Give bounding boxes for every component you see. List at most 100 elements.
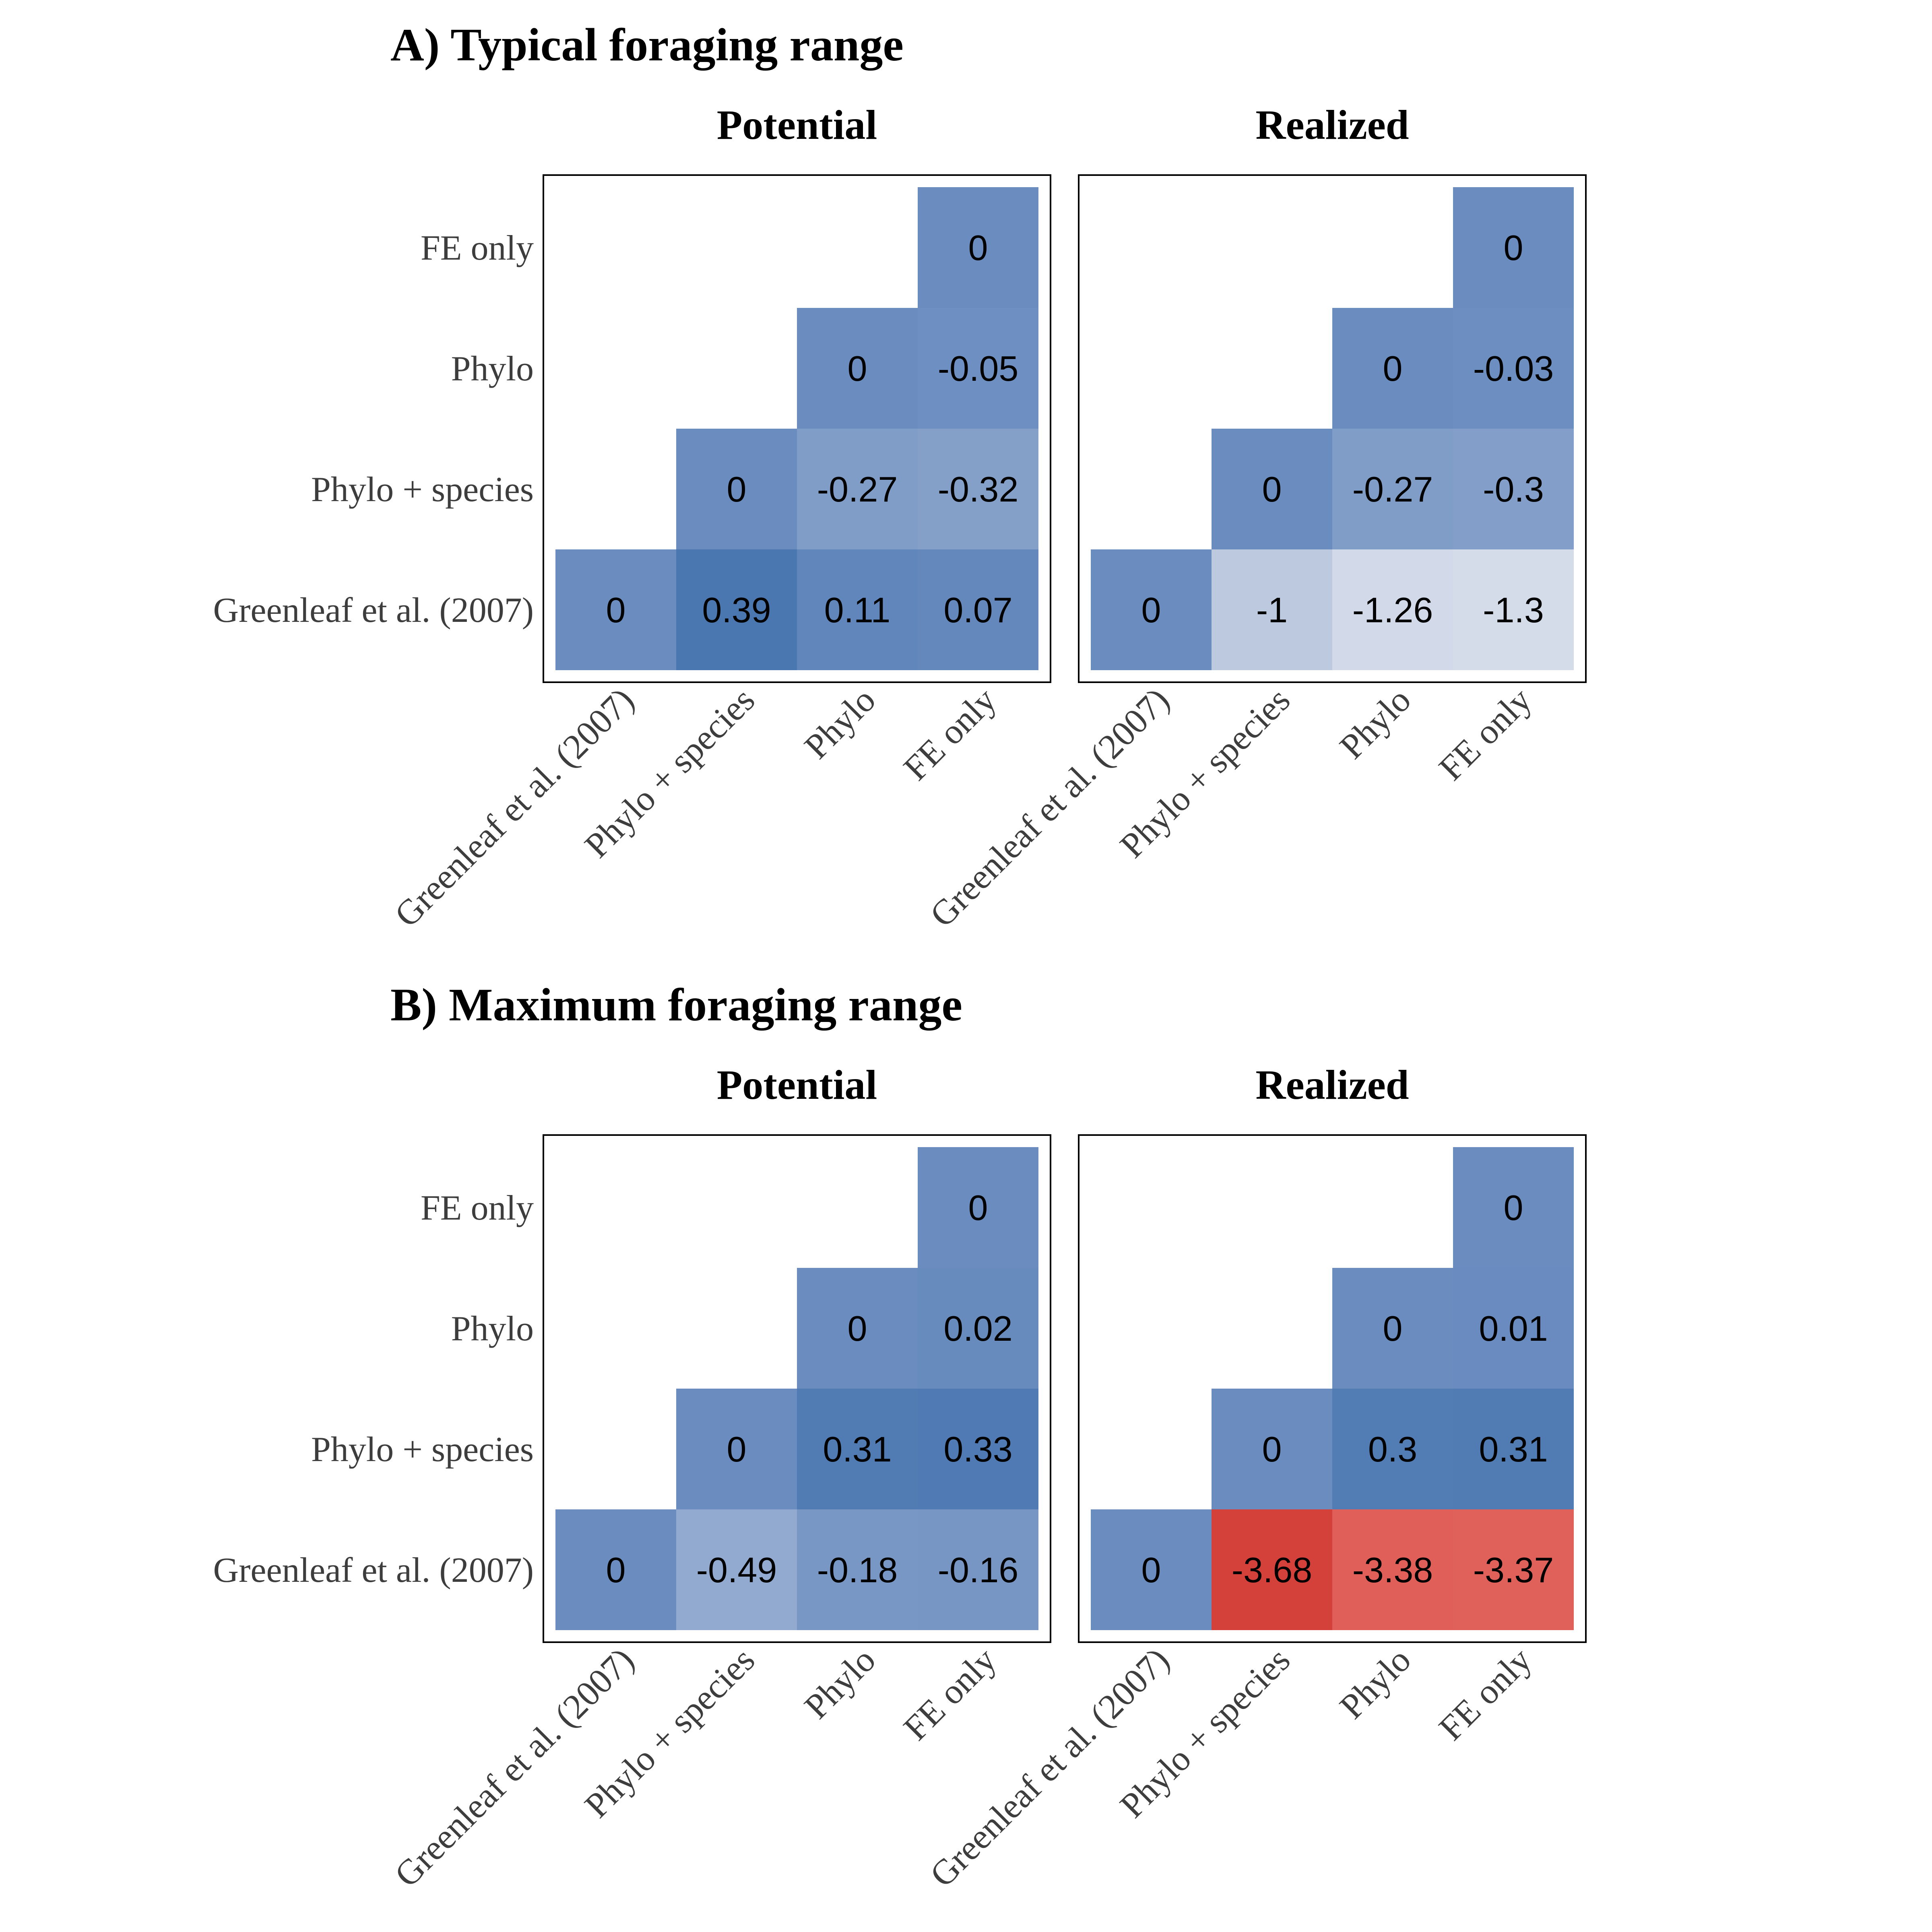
cell-value-label: 0	[1262, 469, 1282, 509]
panel-frame	[1078, 174, 1587, 683]
y-tick-label: Phylo + species	[311, 470, 534, 509]
heatmap-cell	[1091, 1509, 1212, 1630]
cell-value-label: 0.3	[1368, 1429, 1417, 1469]
x-tick-label: Phylo	[797, 681, 883, 767]
cell-value-label: -3.68	[1232, 1550, 1313, 1590]
heatmap-cell	[555, 549, 676, 670]
heatmap-cell	[918, 1389, 1038, 1509]
panel-frame	[1078, 1134, 1587, 1643]
cell-value-label: 0.33	[943, 1429, 1012, 1469]
y-tick-label: FE only	[421, 1189, 534, 1228]
y-tick-label: Phylo + species	[311, 1430, 534, 1469]
heatmap-cell	[797, 1509, 918, 1630]
panel-frame	[543, 1134, 1051, 1643]
heatmap-cell	[1453, 1509, 1574, 1630]
cell-value-label: 0	[1383, 1309, 1403, 1348]
cell-value-label: 0	[1141, 590, 1161, 630]
section-maximum: B) Maximum foraging range Potential 0 -0.49…	[213, 979, 1587, 1895]
x-tick-label: FE only	[1432, 681, 1539, 788]
x-tick-label: FE only	[896, 681, 1004, 788]
cell-value-label: -1.3	[1483, 590, 1544, 630]
heatmap-cell	[1332, 1268, 1453, 1389]
panel-title: Potential	[717, 102, 877, 148]
heatmap-cell	[918, 429, 1038, 549]
heatmap-cell	[1453, 1268, 1574, 1389]
heatmap-cell	[1453, 187, 1574, 308]
section-title: B) Maximum foraging range	[390, 979, 962, 1031]
heatmap-cell	[1332, 429, 1453, 549]
heatmap-cell	[1212, 1509, 1332, 1630]
cell-value-label: 0	[1262, 1429, 1282, 1469]
cell-value-label: 0	[606, 590, 626, 630]
heatmap-cell	[797, 308, 918, 429]
cell-value-label: 0	[1141, 1550, 1161, 1590]
cell-value-label: 0	[727, 1429, 747, 1469]
panel-title: Realized	[1255, 102, 1409, 148]
cell-value-label: 0	[968, 228, 988, 268]
cell-value-label: 0	[848, 1309, 867, 1348]
panel-frame	[543, 174, 1051, 683]
cell-value-label: -0.3	[1483, 469, 1544, 509]
y-tick-label: Phylo	[451, 1309, 534, 1348]
y-tick-label: Greenleaf et al. (2007)	[213, 591, 534, 630]
heatmap-cell	[676, 549, 797, 670]
cell-value-label: -3.38	[1352, 1550, 1433, 1590]
heatmap-cell	[676, 429, 797, 549]
x-tick-label: FE only	[896, 1641, 1004, 1748]
heatmap-cell	[1453, 549, 1574, 670]
cell-value-label: 0.11	[824, 590, 891, 630]
y-tick-label: Phylo	[451, 349, 534, 388]
heatmap-cell	[797, 1268, 918, 1389]
heatmap-cell	[1453, 1147, 1574, 1268]
x-tick-label: Greenleaf et al. (2007)	[387, 681, 642, 935]
y-tick-label: Greenleaf et al. (2007)	[213, 1551, 534, 1590]
heatmap-cell	[1332, 308, 1453, 429]
heatmap-cell	[1453, 308, 1574, 429]
heatmap-cell	[1212, 549, 1332, 670]
x-tick-label: Phylo	[1332, 681, 1418, 767]
heatmap-cell	[918, 308, 1038, 429]
cell-value-label: 0.02	[943, 1309, 1012, 1348]
cell-value-label: 0	[1504, 1188, 1523, 1228]
cell-value-label: 0	[1504, 228, 1523, 268]
heatmap-cell	[1453, 1389, 1574, 1509]
x-tick-label: Phylo	[797, 1641, 883, 1727]
panel-potential: Potential 0 -0.49 -0.18 -0.16 0 0.31 0.33 0 0.02 0…	[213, 1062, 1051, 1895]
x-tick-label: Phylo	[1332, 1641, 1418, 1727]
heatmap-cell	[1332, 1389, 1453, 1509]
heatmap-cell	[1332, 1509, 1453, 1630]
cell-value-label: -0.03	[1473, 349, 1554, 388]
cell-value-label: 0.31	[823, 1429, 892, 1469]
cell-value-label: -3.37	[1473, 1550, 1554, 1590]
heatmap-cell	[1332, 549, 1453, 670]
cell-value-label: -0.27	[817, 469, 898, 509]
panel-potential: Potential 0 0.39 0.11 0.07 0 -0.27 -0.32 0 -0.05 0…	[213, 102, 1051, 935]
cell-value-label: 0	[1383, 349, 1403, 388]
heatmap-cell	[918, 1509, 1038, 1630]
heatmap-cell	[797, 1389, 918, 1509]
heatmap-cell	[918, 549, 1038, 670]
cell-value-label: 0.39	[702, 590, 771, 630]
y-tick-label: FE only	[421, 229, 534, 268]
heatmap-cell	[676, 1509, 797, 1630]
heatmap-cell	[918, 187, 1038, 308]
heatmap-cell	[1453, 429, 1574, 549]
cell-value-label: 0.01	[1479, 1309, 1548, 1348]
cell-value-label: 0	[606, 1550, 626, 1590]
heatmap-cell	[1212, 1389, 1332, 1509]
section-typical: A) Typical foraging range Potential 0 0.39 0…	[213, 19, 1587, 935]
heatmap-cell	[918, 1147, 1038, 1268]
cell-value-label: -1	[1256, 590, 1288, 630]
heatmap-cell	[676, 1389, 797, 1509]
panel-title: Potential	[717, 1062, 877, 1108]
cell-value-label: 0.07	[943, 590, 1012, 630]
cell-value-label: -1.26	[1352, 590, 1433, 630]
cell-value-label: -0.05	[938, 349, 1019, 388]
heatmap-cell	[797, 549, 918, 670]
heatmap-cell	[1212, 429, 1332, 549]
cell-value-label: -0.49	[696, 1550, 777, 1590]
cell-value-label: 0.31	[1479, 1429, 1548, 1469]
panel-title: Realized	[1255, 1062, 1409, 1108]
cell-value-label: 0	[727, 469, 747, 509]
cell-value-label: 0	[968, 1188, 988, 1228]
